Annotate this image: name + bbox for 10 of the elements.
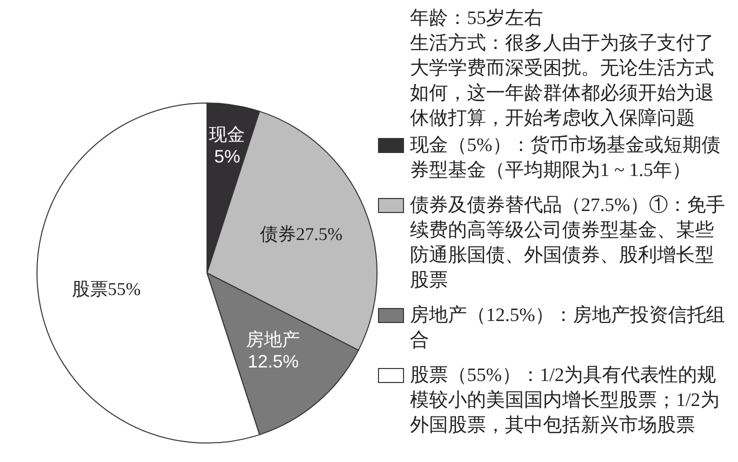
data-label: 现金 5% [209, 124, 246, 166]
legend-label: 现金（5%）：货币市场基金或短期债券型基金（平均期限为1 ~ 1.5年） [410, 134, 722, 183]
legend-label: 房地产（12.5%）：房地产投资信托组合 [410, 304, 726, 353]
chart-subtitle: 生活方式：很多人由于为孩子支付了大学学费而深受困扰。无论生活方式如何，这一年龄群体都必须开始为退休做打算，开始考虑收入保障问题 [410, 32, 715, 131]
data-label: 股票55% [72, 278, 141, 299]
data-label: 房地产 12.5% [246, 330, 300, 372]
legend-label: 股票（55%）：1/2为具有代表性的规模较小的美国国内增长型股票；1/2为外国股票，其中包括新兴市场股票 [410, 364, 720, 438]
chart-title: 年龄：55岁左右 [410, 7, 544, 31]
legend-label: 债券及债券替代品（27.5%）①：免手续费的高等级公司债券型基金、某些防通胀国债、外国债券、股利增长型股票 [410, 194, 726, 293]
data-label: 债券27.5% [260, 224, 342, 244]
